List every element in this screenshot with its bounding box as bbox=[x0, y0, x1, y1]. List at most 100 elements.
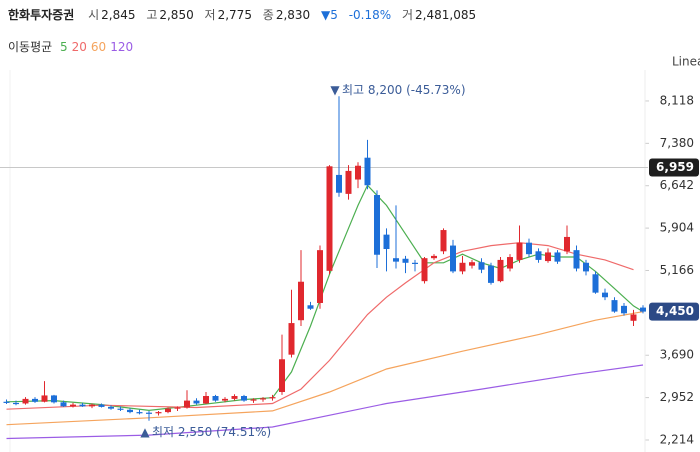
candle-body bbox=[326, 166, 333, 271]
candle-body bbox=[355, 165, 361, 180]
candle-body bbox=[174, 407, 181, 409]
legend-title: 이동평균 bbox=[8, 40, 53, 54]
y-tick-label: 8,118 bbox=[660, 93, 694, 107]
candle-body bbox=[222, 398, 228, 401]
y-tick-label: 2,952 bbox=[660, 390, 694, 404]
candle-body bbox=[421, 258, 428, 282]
volume-label: 거 bbox=[402, 8, 414, 22]
candle-body bbox=[51, 395, 57, 403]
candle-body bbox=[592, 274, 599, 293]
candle-body bbox=[70, 404, 76, 407]
candle-body bbox=[374, 195, 380, 255]
candle-body bbox=[450, 245, 456, 272]
price-label: 6,959 bbox=[656, 160, 694, 174]
candle-body bbox=[155, 412, 162, 414]
candle-body bbox=[526, 242, 532, 255]
price-box bbox=[649, 302, 699, 321]
candle-body bbox=[573, 250, 580, 269]
candle-body bbox=[364, 157, 371, 186]
quote-header: 한화투자증권 시 2,845 고 2,850 저 2,775 종 2,830 ▼5 -0… bbox=[8, 6, 483, 23]
candle-body bbox=[554, 252, 561, 262]
candle-body bbox=[127, 409, 133, 413]
volume: 2,481,085 bbox=[415, 8, 477, 22]
candle-body bbox=[288, 323, 295, 355]
annotation-arrow: ▲ bbox=[140, 425, 150, 439]
candle-body bbox=[459, 262, 466, 272]
candle-body bbox=[317, 250, 323, 303]
candle-body bbox=[412, 262, 418, 264]
candle-body bbox=[212, 396, 219, 401]
candle-body bbox=[583, 262, 589, 272]
candle-body bbox=[98, 404, 105, 407]
quote-label: 시 bbox=[88, 8, 100, 22]
legend-entry: 120 bbox=[110, 40, 134, 54]
candle-body bbox=[108, 406, 114, 409]
scale-label: Linear bbox=[672, 55, 700, 69]
candle-body bbox=[497, 259, 504, 282]
candle-body bbox=[41, 395, 48, 402]
legend: 이동평균 5 20 60 120 bbox=[8, 38, 137, 55]
candle-body bbox=[431, 255, 437, 259]
candle-body bbox=[440, 230, 447, 252]
ma-line bbox=[6, 242, 634, 410]
candle-body bbox=[611, 300, 618, 312]
y-tick-label: 6,642 bbox=[660, 178, 694, 192]
candle-body bbox=[402, 258, 409, 263]
candle-body bbox=[488, 265, 494, 283]
candle-body bbox=[630, 314, 637, 321]
candle-body bbox=[307, 305, 314, 309]
quote-value: 2,830 bbox=[275, 8, 311, 22]
candle-body bbox=[260, 398, 266, 400]
quote-value: 2,775 bbox=[217, 8, 252, 22]
price-box bbox=[649, 158, 699, 177]
ma-line bbox=[6, 184, 644, 412]
legend-entry: 60 bbox=[90, 40, 107, 54]
candle-body bbox=[165, 408, 171, 413]
down-arrow: ▼ bbox=[321, 8, 331, 22]
candle-body bbox=[279, 359, 285, 392]
candle-body bbox=[13, 402, 19, 405]
candle-body bbox=[269, 397, 276, 399]
candle-body bbox=[621, 305, 627, 314]
candle-body bbox=[241, 396, 247, 401]
legend-entry: 5 bbox=[60, 40, 68, 54]
candle-body bbox=[231, 396, 238, 399]
candle-body bbox=[89, 404, 95, 407]
ma-line bbox=[6, 311, 644, 426]
quote-value: 2,845 bbox=[101, 8, 136, 22]
annotation-arrow: ▼ bbox=[330, 83, 340, 97]
candle-body bbox=[393, 258, 399, 262]
candle-body bbox=[146, 412, 152, 414]
candle-body bbox=[478, 262, 485, 270]
candle-body bbox=[602, 292, 608, 298]
quote-label: 저 bbox=[204, 8, 216, 22]
legend-entry: 20 bbox=[71, 40, 87, 54]
candle-body bbox=[535, 251, 542, 260]
candle-body bbox=[3, 401, 10, 403]
annotation: 최저 2,550 (74.51%) bbox=[152, 425, 271, 439]
y-tick-label: 2,214 bbox=[660, 432, 694, 446]
candle-body bbox=[193, 400, 200, 404]
y-tick-label: 3,690 bbox=[660, 348, 694, 362]
change: 5 bbox=[330, 8, 338, 22]
ma-line bbox=[6, 364, 644, 440]
candle-body bbox=[79, 404, 86, 407]
candle-body bbox=[507, 257, 513, 269]
price-label: 4,450 bbox=[656, 304, 694, 318]
candle-body bbox=[383, 234, 390, 250]
quote-label: 고 bbox=[146, 8, 158, 22]
quote-label: 종 bbox=[262, 8, 274, 22]
quote-value: 2,850 bbox=[159, 8, 194, 22]
candle-body bbox=[345, 170, 352, 194]
candle-body bbox=[545, 252, 551, 262]
annotation: 최고 8,200 (-45.73%) bbox=[342, 83, 466, 97]
candle-body bbox=[469, 262, 475, 266]
candle-body bbox=[516, 242, 523, 260]
candle-body bbox=[250, 399, 257, 401]
y-tick-label: 5,904 bbox=[660, 221, 694, 235]
candle-body bbox=[22, 398, 29, 404]
candle-body bbox=[60, 402, 67, 407]
y-tick-label: 7,380 bbox=[660, 136, 694, 150]
candle-body bbox=[32, 398, 38, 402]
